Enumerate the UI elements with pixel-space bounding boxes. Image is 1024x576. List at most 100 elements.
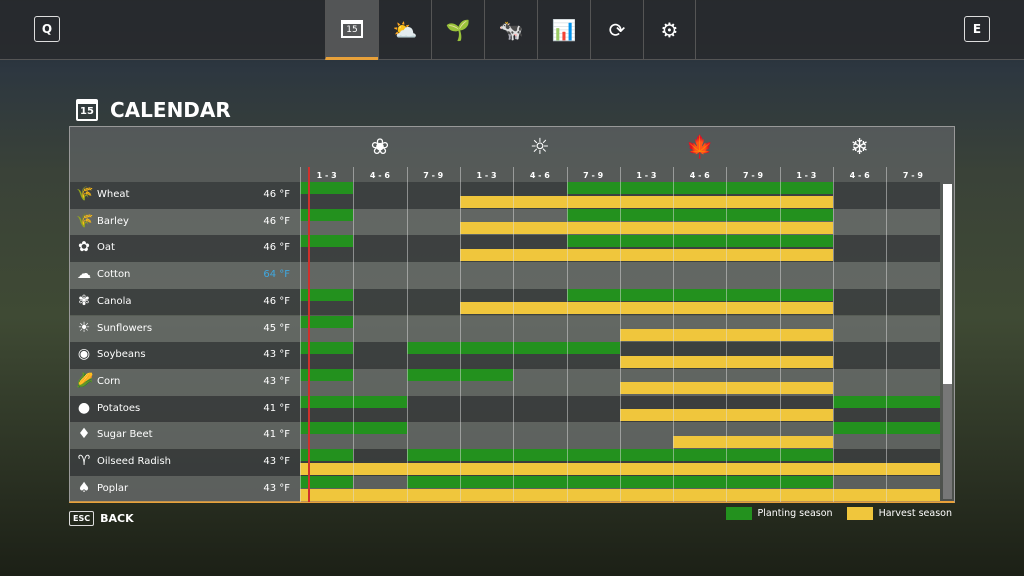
- period-label: 4 - 6: [369, 171, 390, 180]
- wheat-icon: 🌾: [76, 186, 94, 202]
- planting-bar: [566, 208, 833, 221]
- crop-name: Sugar Beet: [97, 429, 153, 441]
- crop-name: Cotton: [97, 269, 131, 281]
- crop-row: ♠ Poplar 43 °F: [70, 475, 940, 503]
- esc-key: ESC: [69, 511, 95, 526]
- spring-icon: ❀: [370, 135, 390, 160]
- planting-bar: [300, 475, 354, 488]
- harvest-bar: [459, 302, 833, 315]
- min-temperature: 43 °F: [263, 349, 290, 361]
- legend: Planting season Harvest season: [725, 507, 952, 520]
- column-divider: [513, 167, 515, 502]
- column-divider: [566, 167, 568, 502]
- menu-tabs: 15 ⛅ 🌱 🐄 📊 ⟳ ⚙: [325, 0, 696, 60]
- tab-settings[interactable]: ⚙: [643, 0, 696, 60]
- tab-cycle[interactable]: ⟳: [590, 0, 643, 60]
- tab-prices[interactable]: 📊: [537, 0, 590, 60]
- cycle-icon: ⟳: [608, 18, 626, 42]
- crop-row: ✿ Oat 46 °F: [70, 235, 940, 263]
- crop-row: ✾ Canola 46 °F: [70, 288, 940, 316]
- period-label: 1 - 3: [476, 171, 497, 180]
- sunflowers-icon: ☀: [77, 319, 91, 336]
- crop-name: Potatoes: [97, 402, 141, 414]
- period-label: 1 - 3: [316, 171, 337, 180]
- period-label: 7 - 9: [583, 171, 604, 180]
- crop-name: Wheat: [97, 189, 130, 200]
- legend-harvest-swatch: [846, 507, 873, 520]
- scrollbar[interactable]: [943, 184, 952, 499]
- barley-icon: 🌾: [76, 212, 94, 229]
- planting-bar: [566, 288, 833, 301]
- animals-icon: 🐄: [498, 18, 524, 42]
- crop-name: Oat: [97, 242, 115, 254]
- crop-row: ☁ Cotton 64 °F: [70, 262, 940, 289]
- calendar-icon: 15: [341, 19, 363, 38]
- page-title: CALENDAR: [110, 98, 231, 122]
- settings-icon: ⚙: [660, 18, 679, 42]
- next-tab-key-e[interactable]: E: [964, 16, 990, 42]
- min-temperature: 43 °F: [263, 482, 290, 494]
- column-divider: [833, 167, 834, 502]
- crop-row: 🌾 Barley 46 °F: [70, 208, 940, 236]
- scrollbar-thumb[interactable]: [943, 184, 952, 384]
- tab-crops[interactable]: 🌱: [431, 0, 484, 60]
- column-divider: [406, 167, 408, 502]
- planting-bar: [300, 368, 354, 381]
- crop-name: Corn: [97, 375, 121, 387]
- crop-name: Oilseed Radish: [97, 456, 171, 467]
- crop-name: Soybeans: [97, 349, 146, 361]
- planting-bar: [300, 182, 354, 194]
- tab-calendar[interactable]: 15: [325, 0, 378, 60]
- soybeans-icon: ◉: [77, 346, 91, 363]
- planting-bar: [300, 449, 354, 461]
- min-temperature: 41 °F: [263, 429, 290, 441]
- period-label: 1 - 3: [796, 171, 817, 180]
- period-label: 4 - 6: [689, 171, 710, 180]
- min-temperature: 46 °F: [263, 189, 290, 200]
- crop-row: ♈ Oilseed Radish 43 °F: [70, 449, 940, 476]
- harvest-bar: [673, 435, 833, 448]
- harvest-bar: [459, 195, 833, 208]
- legend-planting-label: Planting season: [757, 508, 833, 519]
- winter-icon: ❄: [850, 135, 869, 160]
- min-temperature: 43 °F: [263, 456, 290, 467]
- period-label: 7 - 9: [902, 171, 923, 180]
- autumn-icon: 🍁: [686, 135, 714, 160]
- sugar-beet-icon: ♦: [77, 426, 91, 443]
- crop-row: ● Potatoes 41 °F: [70, 395, 940, 423]
- back-label: BACK: [100, 512, 134, 525]
- back-button[interactable]: ESC BACK: [69, 511, 134, 526]
- column-divider: [726, 167, 728, 502]
- crop-row: ♦ Sugar Beet 41 °F: [70, 422, 940, 449]
- period-label: 1 - 3: [636, 171, 657, 180]
- legend-harvest-label: Harvest season: [878, 508, 952, 519]
- planting-bar: [300, 288, 354, 301]
- min-temperature: 43 °F: [263, 375, 290, 387]
- planting-bar: [566, 235, 833, 248]
- crop-row: 🌾 Wheat 46 °F: [70, 182, 940, 209]
- period-label: 7 - 9: [743, 171, 764, 180]
- column-divider: [300, 167, 301, 502]
- period-label: 4 - 6: [529, 171, 550, 180]
- crop-row: ☀ Sunflowers 45 °F: [70, 315, 940, 343]
- column-divider: [459, 167, 461, 502]
- previous-tab-key-q[interactable]: Q: [34, 16, 60, 42]
- top-menu-bar: Q 15 ⛅ 🌱 🐄 📊 ⟳ ⚙ E: [0, 0, 1024, 60]
- cotton-icon: ☁: [77, 266, 91, 283]
- min-temperature: 46 °F: [263, 295, 290, 307]
- crop-name: Sunflowers: [97, 322, 153, 334]
- min-temperature: 46 °F: [263, 242, 290, 254]
- legend-planting-swatch: [725, 507, 752, 520]
- crop-name: Canola: [97, 295, 132, 307]
- crop-name: Poplar: [97, 482, 129, 494]
- planting-bar: [300, 235, 354, 248]
- summer-icon: ☼: [529, 135, 550, 160]
- poplar-icon: ♠: [77, 479, 91, 496]
- tab-weather[interactable]: ⛅: [378, 0, 431, 60]
- column-divider: [673, 167, 675, 502]
- calendar-icon: 15: [76, 99, 98, 121]
- crop-row: ◉ Soybeans 43 °F: [70, 342, 940, 369]
- tab-animals[interactable]: 🐄: [484, 0, 537, 60]
- prices-icon: 📊: [551, 18, 577, 42]
- column-divider: [886, 167, 888, 502]
